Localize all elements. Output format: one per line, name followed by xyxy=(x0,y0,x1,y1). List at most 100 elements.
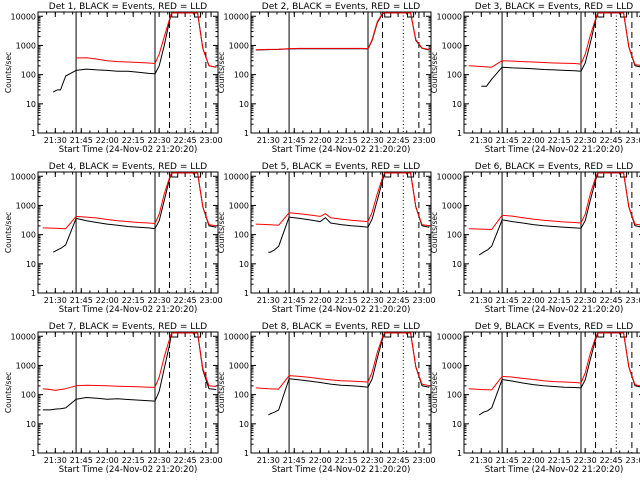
y-tick-label: 100 xyxy=(234,391,249,400)
y-tick-label: 10000 xyxy=(224,332,249,341)
x-tick-label: 23:00 xyxy=(200,456,223,465)
y-axis-label: Counts/sec xyxy=(4,212,13,253)
x-tick-label: 21:30 xyxy=(44,136,67,145)
panel-title: Det 9, BLACK = Events, RED = LLD xyxy=(475,322,634,332)
panel-title: Det 4, BLACK = Events, RED = LLD xyxy=(49,162,208,172)
x-tick-label: 21:30 xyxy=(44,296,67,305)
x-tick-label: 22:45 xyxy=(174,136,197,145)
saturation-marker xyxy=(384,331,392,338)
y-tick-label: 1 xyxy=(457,449,462,458)
y-axis-label: Counts/sec xyxy=(217,212,226,253)
x-tick-label: 22:45 xyxy=(174,296,197,305)
lld-series-line xyxy=(76,12,217,68)
x-tick-label: 22:45 xyxy=(600,456,623,465)
panel-2: Det 2, BLACK = Events, RED = LLD 1 10 100 10… xyxy=(217,2,436,155)
x-tick-label: 22:00 xyxy=(309,136,332,145)
panel-3: Det 3, BLACK = Events, RED = LLD 1 10 100 10… xyxy=(430,2,640,155)
x-tick-label: 22:15 xyxy=(548,136,571,145)
x-tick-label: 22:15 xyxy=(335,296,358,305)
y-tick-label: 1000 xyxy=(442,361,462,370)
panel-9: Det 9, BLACK = Events, RED = LLD 1 10 100 10… xyxy=(430,322,640,475)
x-tick-label: 22:45 xyxy=(174,456,197,465)
panel-4: Det 4, BLACK = Events, RED = LLD 1 10 100 10… xyxy=(4,162,223,315)
y-tick-label: 10000 xyxy=(437,12,462,21)
x-tick-label: 22:30 xyxy=(148,296,171,305)
x-tick-label: 22:45 xyxy=(387,136,410,145)
y-tick-label: 1 xyxy=(244,449,249,458)
events-series-line xyxy=(52,12,217,93)
y-tick-label: 10000 xyxy=(224,172,249,181)
x-tick-label: 22:30 xyxy=(148,136,171,145)
x-axis-label: Start Time (24-Nov-02 21:20:20) xyxy=(59,465,198,475)
lld-series-line xyxy=(255,172,430,227)
plot-frame xyxy=(37,171,219,294)
x-tick-label: 22:00 xyxy=(522,296,545,305)
panel-1: Det 1, BLACK = Events, RED = LLD 1 10 100 10… xyxy=(4,2,223,155)
y-axis-label: Counts/sec xyxy=(430,372,439,413)
y-axis-label: Counts/sec xyxy=(4,372,13,413)
panel-title: Det 8, BLACK = Events, RED = LLD xyxy=(262,322,421,332)
x-tick-label: 21:45 xyxy=(70,456,93,465)
plot-frame xyxy=(463,171,640,294)
y-axis-label: Counts/sec xyxy=(430,52,439,93)
y-axis-label: Counts/sec xyxy=(217,52,226,93)
panel-title: Det 1, BLACK = Events, RED = LLD xyxy=(49,2,208,12)
y-tick-label: 1000 xyxy=(442,41,462,50)
x-tick-label: 22:15 xyxy=(122,296,145,305)
y-tick-label: 1000 xyxy=(229,201,249,210)
x-tick-label: 23:00 xyxy=(200,136,223,145)
x-axis-label: Start Time (24-Nov-02 21:20:20) xyxy=(59,145,198,155)
saturation-marker xyxy=(171,11,179,18)
lld-series-line xyxy=(468,172,640,230)
y-tick-label: 10 xyxy=(26,420,36,429)
saturation-marker xyxy=(171,171,179,178)
lld-series-line xyxy=(42,332,217,391)
y-tick-label: 1000 xyxy=(16,361,36,370)
plot-frame xyxy=(463,331,640,454)
panel-6: Det 6, BLACK = Events, RED = LLD 1 10 100 10… xyxy=(430,162,640,315)
x-axis-label: Start Time (24-Nov-02 21:20:20) xyxy=(59,305,198,315)
x-tick-label: 22:30 xyxy=(148,456,171,465)
y-tick-label: 1 xyxy=(244,129,249,138)
y-tick-label: 100 xyxy=(447,391,462,400)
x-tick-label: 21:45 xyxy=(283,136,306,145)
panel-title: Det 2, BLACK = Events, RED = LLD xyxy=(262,2,421,12)
plot-frame xyxy=(250,11,432,134)
x-tick-label: 22:15 xyxy=(548,296,571,305)
x-tick-label: 22:30 xyxy=(361,456,384,465)
x-tick-label: 22:45 xyxy=(600,296,623,305)
y-tick-label: 10 xyxy=(452,260,462,269)
x-tick-label: 22:30 xyxy=(361,136,384,145)
saturation-marker xyxy=(597,171,605,178)
lld-series-line xyxy=(468,12,640,68)
x-tick-label: 23:00 xyxy=(413,136,436,145)
lld-series-line xyxy=(42,172,217,230)
panel-title: Det 5, BLACK = Events, RED = LLD xyxy=(262,162,421,172)
x-tick-label: 22:15 xyxy=(335,456,358,465)
x-tick-label: 22:00 xyxy=(309,296,332,305)
x-tick-label: 22:30 xyxy=(361,296,384,305)
y-axis-label: Counts/sec xyxy=(217,372,226,413)
y-axis-label: Counts/sec xyxy=(4,52,13,93)
events-series-line xyxy=(268,172,430,253)
y-axis-label: Counts/sec xyxy=(430,212,439,253)
x-tick-label: 23:00 xyxy=(626,296,640,305)
x-tick-label: 22:15 xyxy=(122,456,145,465)
y-tick-label: 1 xyxy=(457,289,462,298)
saturation-marker xyxy=(597,331,605,338)
panel-5: Det 5, BLACK = Events, RED = LLD 1 10 100 10… xyxy=(217,162,436,315)
x-tick-label: 22:30 xyxy=(574,296,597,305)
x-tick-label: 22:30 xyxy=(574,136,597,145)
x-tick-label: 23:00 xyxy=(626,136,640,145)
y-tick-label: 100 xyxy=(21,391,36,400)
y-tick-label: 100 xyxy=(447,231,462,240)
plot-frame xyxy=(37,331,219,454)
x-tick-label: 21:30 xyxy=(257,456,280,465)
y-tick-label: 1000 xyxy=(229,41,249,50)
x-axis-label: Start Time (24-Nov-02 21:20:20) xyxy=(272,305,411,315)
y-tick-label: 10000 xyxy=(11,332,36,341)
y-tick-label: 1000 xyxy=(442,201,462,210)
y-tick-label: 100 xyxy=(21,71,36,80)
x-axis-label: Start Time (24-Nov-02 21:20:20) xyxy=(485,305,624,315)
y-tick-label: 100 xyxy=(21,231,36,240)
